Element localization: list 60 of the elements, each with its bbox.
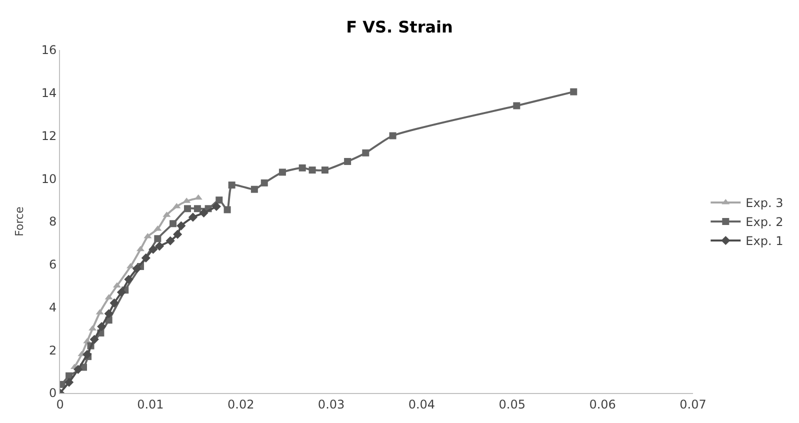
point (124, 274, 134, 284)
x-tick-label: 0.02 (228, 397, 254, 412)
x-tick-label: 0.07 (680, 397, 706, 412)
chart-title: F VS. Strain (346, 17, 453, 36)
y-tick-label: 16 (41, 43, 57, 58)
point (224, 206, 231, 214)
y-tick-label: 10 (41, 172, 57, 186)
y-tick-label: 6 (48, 258, 57, 272)
point (278, 168, 286, 176)
point (194, 194, 202, 200)
point (188, 212, 198, 222)
point (570, 88, 578, 96)
y-tick-label: 14 (41, 86, 57, 100)
x-tick-label: 0.06 (589, 397, 616, 412)
point (199, 208, 208, 218)
point (166, 236, 175, 246)
point (141, 253, 150, 262)
point (250, 186, 258, 193)
point (104, 309, 114, 318)
x-tick-label: 0.03 (318, 397, 345, 412)
x-tick-label: 0.05 (498, 397, 526, 412)
legend-label: Exp. 3 (746, 196, 784, 210)
y-tick-label: 12 (41, 128, 57, 143)
point (344, 158, 352, 165)
point (173, 230, 182, 239)
point (74, 364, 83, 374)
point (82, 350, 92, 359)
point (389, 132, 396, 140)
y-tick-label: 4 (48, 300, 57, 314)
point (64, 378, 74, 387)
x-tick-label: 0.04 (408, 397, 436, 412)
point (170, 220, 177, 228)
point (216, 196, 223, 204)
y-axis-title: Force (12, 206, 26, 236)
point (212, 202, 221, 212)
point (132, 264, 142, 274)
point (176, 221, 186, 230)
point (260, 179, 268, 186)
y-tick-label: 0 (48, 386, 57, 400)
point (362, 149, 370, 156)
y-tick-label: 8 (48, 214, 57, 229)
point (97, 322, 106, 332)
point (148, 244, 158, 254)
point (154, 242, 164, 251)
point (308, 166, 316, 174)
point (194, 205, 201, 212)
point (228, 182, 236, 189)
legend-label: Exp. 2 (746, 215, 784, 230)
point (184, 205, 191, 212)
point (298, 164, 306, 172)
point (110, 298, 119, 308)
point (513, 102, 520, 110)
x-tick-label: 0.01 (137, 397, 164, 412)
y-tick-label: 2 (48, 343, 57, 358)
legend-label: Exp. 1 (746, 234, 784, 248)
point (116, 288, 126, 297)
point (90, 334, 99, 344)
point (321, 166, 328, 174)
point (154, 235, 162, 242)
point (172, 202, 181, 208)
